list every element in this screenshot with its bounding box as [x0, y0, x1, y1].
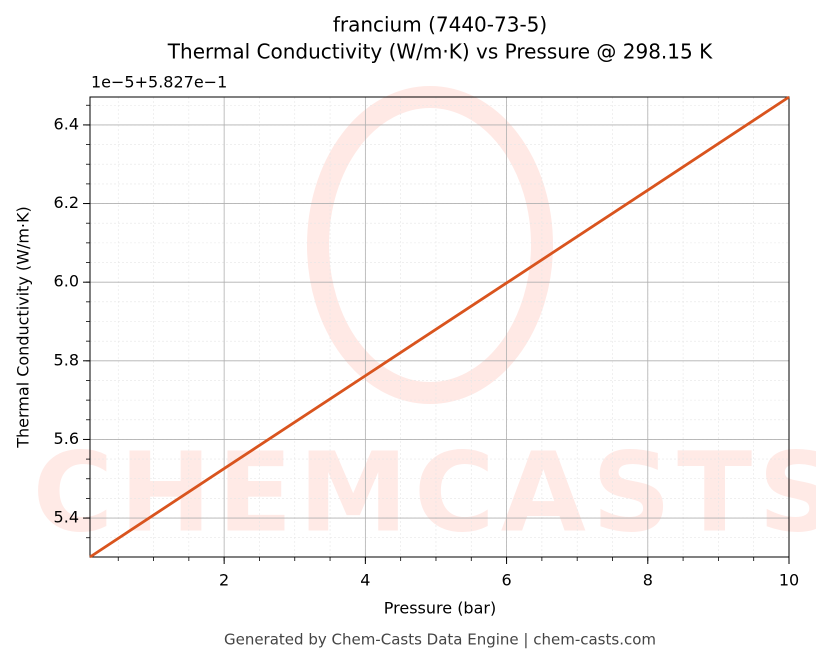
x-tick-label: 6 [501, 571, 511, 590]
data-line [89, 95, 790, 559]
x-axis-label: Pressure (bar) [384, 599, 496, 618]
footer: Generated by Chem-Casts Data Engine | ch… [224, 631, 656, 649]
chart-title: francium (7440-73-5) [333, 13, 547, 37]
watermark-logo [307, 86, 553, 404]
y-tick-label: 5.4 [54, 508, 79, 527]
y-offset-label: 1e−5+5.827e−1 [91, 73, 227, 92]
y-tick-label: 6.2 [54, 193, 79, 212]
y-tick-label: 6.4 [54, 114, 79, 133]
plot-frame [89, 96, 790, 558]
x-tick-label: 4 [360, 571, 370, 590]
y-tick-label: 5.8 [54, 350, 79, 369]
x-tick-label: 10 [779, 571, 799, 590]
y-axis-label: Thermal Conductivity (W/m·K) [14, 206, 33, 449]
y-tick-label: 6.0 [54, 272, 79, 291]
watermark: CHEMCASTS [33, 428, 816, 556]
x-tick-label: 2 [219, 571, 229, 590]
y-tick-label: 5.6 [54, 429, 79, 448]
x-tick-label: 8 [643, 571, 653, 590]
grid [90, 97, 790, 557]
chart-subtitle: Thermal Conductivity (W/m·K) vs Pressure… [167, 40, 713, 64]
